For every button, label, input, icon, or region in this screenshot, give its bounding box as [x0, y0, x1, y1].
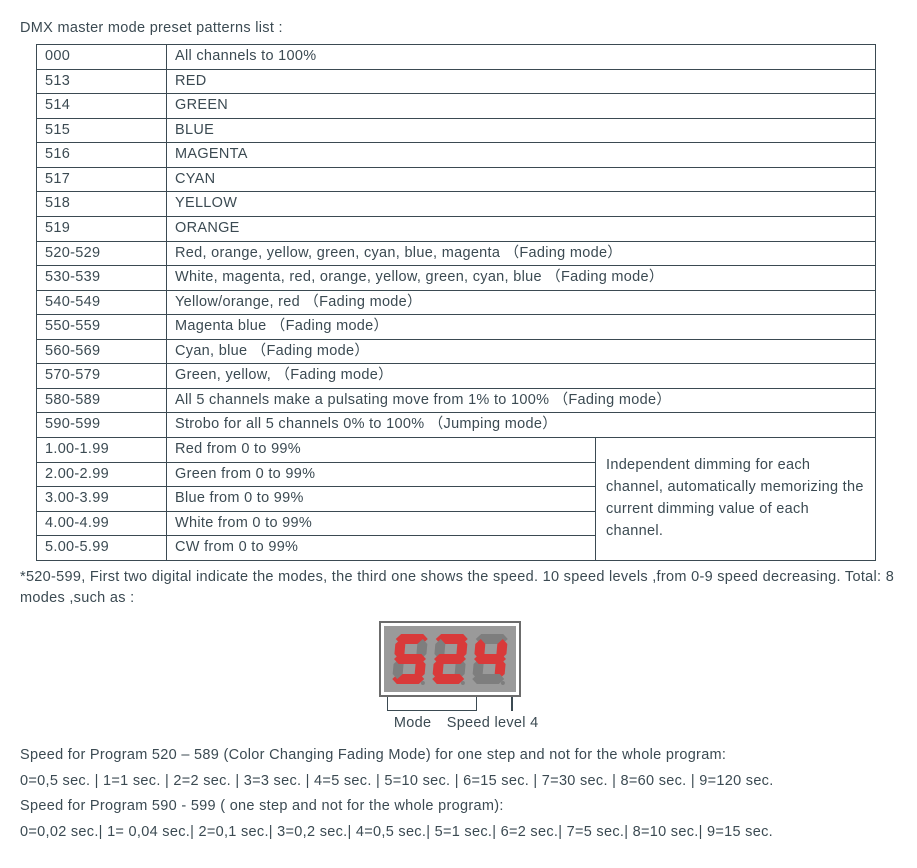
- code-cell: 550-559: [37, 315, 167, 340]
- code-cell: 1.00-1.99: [37, 438, 167, 463]
- table-row: 515BLUE: [37, 118, 876, 143]
- code-cell: 519: [37, 216, 167, 241]
- dimming-note-cell: Independent dimming for each channel, au…: [596, 438, 876, 561]
- table-row: 000All channels to 100%: [37, 45, 876, 70]
- seven-segment-display: Mode Speed level 4: [20, 621, 897, 731]
- desc-cell: Green, yellow, （Fading mode）: [167, 364, 876, 389]
- speed-title-fading: Speed for Program 520 – 589 (Color Chang…: [20, 745, 897, 767]
- code-cell: 515: [37, 118, 167, 143]
- desc-cell: All channels to 100%: [167, 45, 876, 70]
- desc-cell: Red, orange, yellow, green, cyan, blue, …: [167, 241, 876, 266]
- speed-title-strobo: Speed for Program 590 - 599 ( one step a…: [20, 796, 897, 818]
- desc-cell: ORANGE: [167, 216, 876, 241]
- desc-cell: GREEN: [167, 94, 876, 119]
- speed-values-strobo: 0=0,02 sec.| 1= 0,04 sec.| 2=0,1 sec.| 3…: [20, 822, 897, 844]
- desc-cell: Red from 0 to 99%: [167, 438, 596, 463]
- desc-cell: CW from 0 to 99%: [167, 536, 596, 561]
- table-row: 530-539White, magenta, red, orange, yell…: [37, 266, 876, 291]
- desc-cell: Yellow/orange, red （Fading mode）: [167, 290, 876, 315]
- table-row: 580-589All 5 channels make a pulsating m…: [37, 388, 876, 413]
- code-cell: 560-569: [37, 339, 167, 364]
- note-520-599: *520-599, First two digital indicate the…: [20, 567, 897, 609]
- desc-cell: YELLOW: [167, 192, 876, 217]
- segment-digit: [392, 632, 428, 686]
- table-row: 560-569Cyan, blue （Fading mode）: [37, 339, 876, 364]
- table-row: 590-599Strobo for all 5 channels 0% to 1…: [37, 413, 876, 438]
- speed-values-fading: 0=0,5 sec. | 1=1 sec. | 2=2 sec. | 3=3 s…: [20, 771, 897, 793]
- code-cell: 520-529: [37, 241, 167, 266]
- page-title: DMX master mode preset patterns list :: [20, 20, 897, 36]
- code-cell: 570-579: [37, 364, 167, 389]
- desc-cell: RED: [167, 69, 876, 94]
- segment-digit: [472, 632, 508, 686]
- table-row: 519ORANGE: [37, 216, 876, 241]
- bracket-speed: [511, 697, 513, 711]
- table-row: 550-559Magenta blue （Fading mode）: [37, 315, 876, 340]
- desc-cell: Magenta blue （Fading mode）: [167, 315, 876, 340]
- code-cell: 000: [37, 45, 167, 70]
- desc-cell: Blue from 0 to 99%: [167, 487, 596, 512]
- segment-digit: [432, 632, 468, 686]
- desc-cell: Green from 0 to 99%: [167, 462, 596, 487]
- code-cell: 514: [37, 94, 167, 119]
- table-row: 516MAGENTA: [37, 143, 876, 168]
- desc-cell: All 5 channels make a pulsating move fro…: [167, 388, 876, 413]
- desc-cell: White, magenta, red, orange, yellow, gre…: [167, 266, 876, 291]
- display-speed-label: Speed level 4: [447, 715, 539, 731]
- desc-cell: White from 0 to 99%: [167, 511, 596, 536]
- table-row: 570-579 Green, yellow, （Fading mode）: [37, 364, 876, 389]
- desc-cell: Cyan, blue （Fading mode）: [167, 339, 876, 364]
- table-row: 517CYAN: [37, 167, 876, 192]
- table-row: 514GREEN: [37, 94, 876, 119]
- code-cell: 530-539: [37, 266, 167, 291]
- code-cell: 2.00-2.99: [37, 462, 167, 487]
- code-cell: 540-549: [37, 290, 167, 315]
- desc-cell: BLUE: [167, 118, 876, 143]
- code-cell: 517: [37, 167, 167, 192]
- code-cell: 5.00-5.99: [37, 536, 167, 561]
- code-cell: 3.00-3.99: [37, 487, 167, 512]
- desc-cell: MAGENTA: [167, 143, 876, 168]
- code-cell: 590-599: [37, 413, 167, 438]
- code-cell: 580-589: [37, 388, 167, 413]
- code-cell: 4.00-4.99: [37, 511, 167, 536]
- code-cell: 516: [37, 143, 167, 168]
- table-row: 1.00-1.99Red from 0 to 99%Independent di…: [37, 438, 876, 463]
- table-row: 540-549Yellow/orange, red （Fading mode）: [37, 290, 876, 315]
- code-cell: 513: [37, 69, 167, 94]
- desc-cell: CYAN: [167, 167, 876, 192]
- code-cell: 518: [37, 192, 167, 217]
- table-row: 520-529Red, orange, yellow, green, cyan,…: [37, 241, 876, 266]
- bracket-mode: [387, 697, 477, 711]
- desc-cell: Strobo for all 5 channels 0% to 100% （Ju…: [167, 413, 876, 438]
- table-row: 513RED: [37, 69, 876, 94]
- table-row: 518YELLOW: [37, 192, 876, 217]
- display-mode-label: Mode: [379, 715, 447, 731]
- preset-table: 000All channels to 100%513RED514GREEN515…: [36, 44, 876, 561]
